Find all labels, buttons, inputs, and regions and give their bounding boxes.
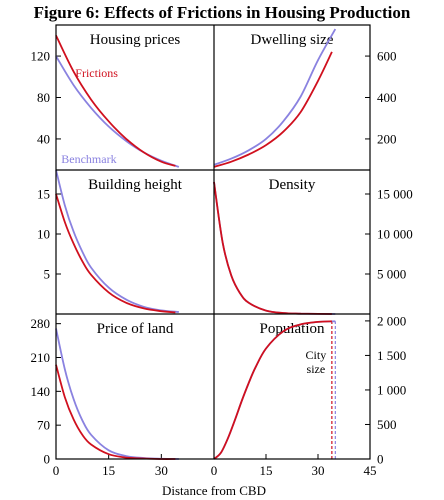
density-ytick-label: 15 000 <box>377 187 413 202</box>
panels-group: Housing prices 40 80 120 Frictions Benchmark D… <box>31 28 413 478</box>
price-of-land-xtick-label: 15 <box>102 463 115 478</box>
dwelling-size-benchmark-line <box>213 28 337 166</box>
price-of-land-xtick-label: 0 <box>53 463 60 478</box>
dwelling-size-frictions-line <box>213 51 333 168</box>
building-height-ytick-label: 5 <box>44 267 51 282</box>
price-of-land-benchmark-line <box>55 328 179 460</box>
price-of-land-ytick-label: 280 <box>31 316 51 331</box>
building-height-ytick-label: 15 <box>37 187 50 202</box>
dwelling-size-ytick-label: 600 <box>377 49 397 64</box>
population-ytick-label: 0 <box>377 452 384 467</box>
population-xtick-label: 15 <box>260 463 273 478</box>
population-panel-title: Population <box>259 321 325 337</box>
population-xtick-label: 45 <box>364 463 377 478</box>
population-ytick-label: 1 500 <box>377 348 406 363</box>
population-ytick-label: 1 000 <box>377 382 406 397</box>
dwelling-size-ytick-label: 200 <box>377 131 397 146</box>
population-xtick-label: 0 <box>211 463 218 478</box>
price-of-land-panel-title: Price of land <box>97 321 174 337</box>
dwelling-size-panel-title: Dwelling size <box>251 32 334 48</box>
population-ytick-label: 500 <box>377 417 397 432</box>
price-of-land-ytick-label: 140 <box>31 384 51 399</box>
frictions-annotation: Frictions <box>75 66 118 80</box>
housing-prices-ytick-label: 120 <box>31 49 51 64</box>
price-of-land-ytick-label: 0 <box>44 452 51 467</box>
benchmark-annotation: Benchmark <box>61 152 116 166</box>
building-height-panel-title: Building height <box>88 177 183 193</box>
density-frictions-line <box>213 181 332 315</box>
price-of-land-ytick-label: 210 <box>31 350 51 365</box>
population-frictions-line <box>213 320 332 460</box>
chart-frame <box>55 24 371 460</box>
x-axis-label: Distance from CBD <box>162 483 266 498</box>
price-of-land-frictions-line <box>55 364 176 460</box>
population-benchmark-line <box>213 320 336 460</box>
density-ytick-label: 5 000 <box>377 267 406 282</box>
building-height-benchmark-line <box>55 169 179 313</box>
price-of-land-ytick-label: 70 <box>37 418 50 433</box>
density-panel-title: Density <box>269 177 316 193</box>
city-size-label: size <box>307 362 326 376</box>
population-ytick-label: 2 000 <box>377 313 406 328</box>
density-benchmark-line <box>213 181 336 315</box>
dwelling-size-ytick-label: 400 <box>377 90 397 105</box>
housing-prices-frictions-line <box>55 35 176 167</box>
housing-prices-panel-title: Housing prices <box>90 32 181 48</box>
price-of-land-xtick-label: 30 <box>155 463 168 478</box>
city-size-label: City <box>306 348 327 362</box>
building-height-ytick-label: 10 <box>37 227 50 242</box>
housing-prices-ytick-label: 40 <box>37 131 50 146</box>
building-height-frictions-line <box>55 193 176 314</box>
housing-prices-ytick-label: 80 <box>37 90 50 105</box>
density-ytick-label: 10 000 <box>377 227 413 242</box>
population-xtick-label: 30 <box>312 463 325 478</box>
figure-title: Figure 6: Effects of Frictions in Housin… <box>34 3 411 22</box>
